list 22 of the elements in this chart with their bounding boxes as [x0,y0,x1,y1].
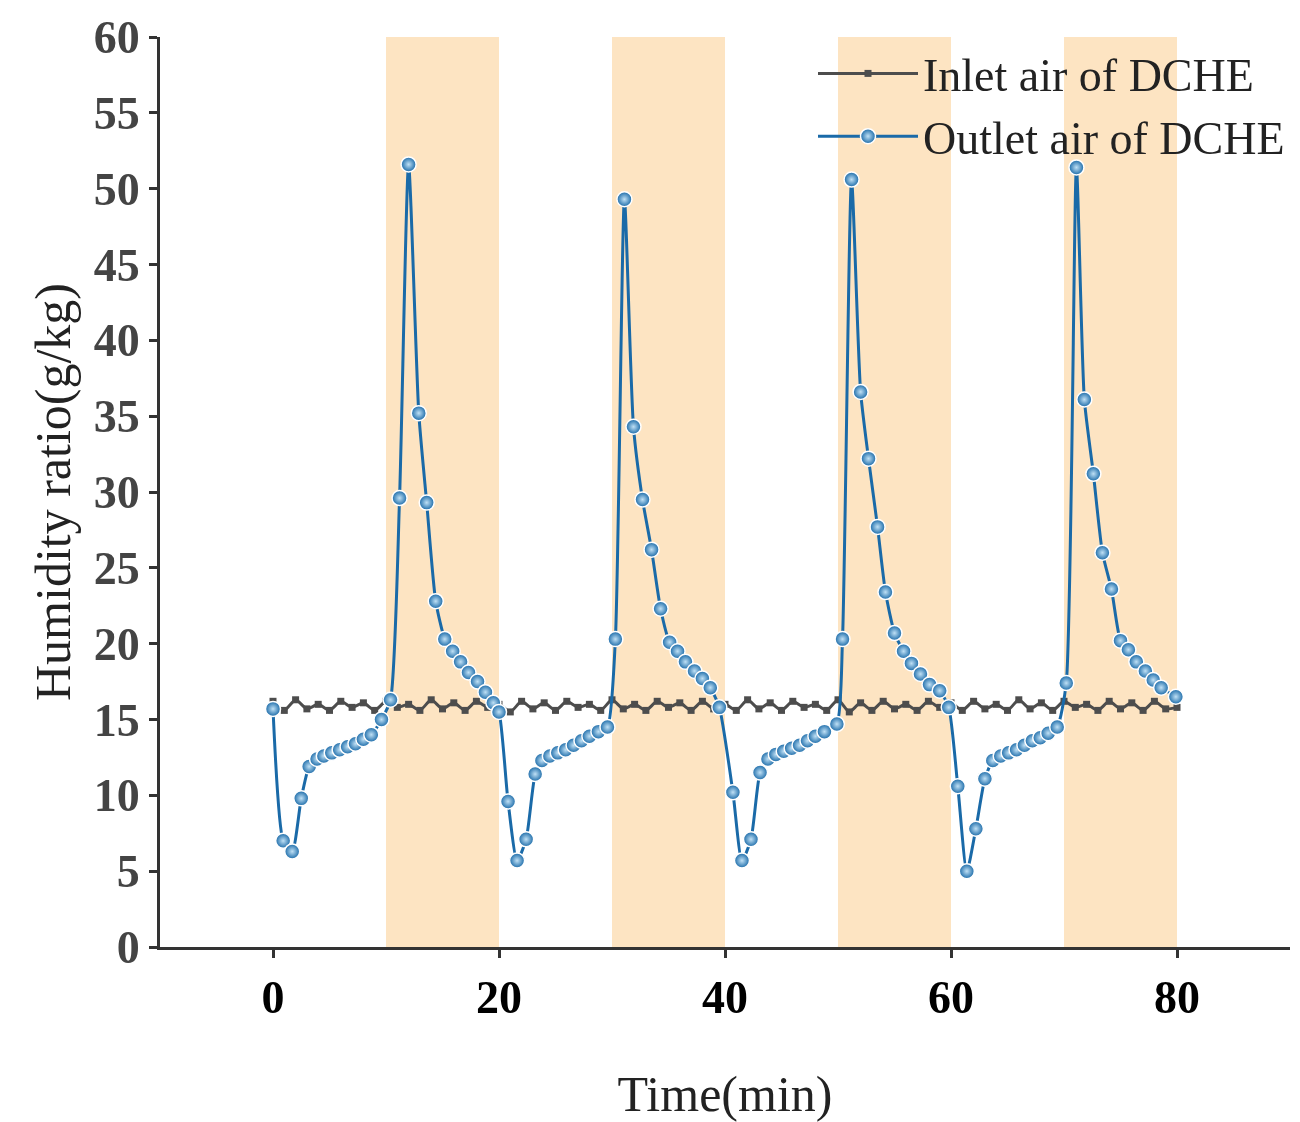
y-tick-label: 30 [93,467,140,519]
y-tick-label: 10 [93,770,140,822]
x-axis-title: Time(min) [617,1066,833,1122]
y-tick-label: 35 [93,391,140,443]
y-tick-label: 50 [93,163,140,215]
y-axis-title: Humidity ratio(g/kg) [24,283,81,701]
y-tick-label: 60 [93,12,140,64]
y-tick-label: 45 [93,239,140,291]
x-tick-label: 60 [928,972,974,1024]
x-tick-label: 20 [476,972,522,1024]
y-tick-label: 0 [116,922,140,974]
y-tick-label: 40 [93,315,140,367]
legend-label: Outlet air of DCHE [923,113,1285,165]
y-tick-label: 15 [93,694,140,746]
x-tick-label: 80 [1154,972,1200,1024]
x-tick-label: 40 [702,972,748,1024]
y-tick-label: 25 [93,542,140,594]
legend-label: Inlet air of DCHE [923,50,1254,102]
y-tick-label: 20 [93,618,140,670]
y-tick-label: 5 [116,846,140,898]
x-tick-label: 0 [261,972,285,1024]
y-tick-label: 55 [93,87,140,139]
